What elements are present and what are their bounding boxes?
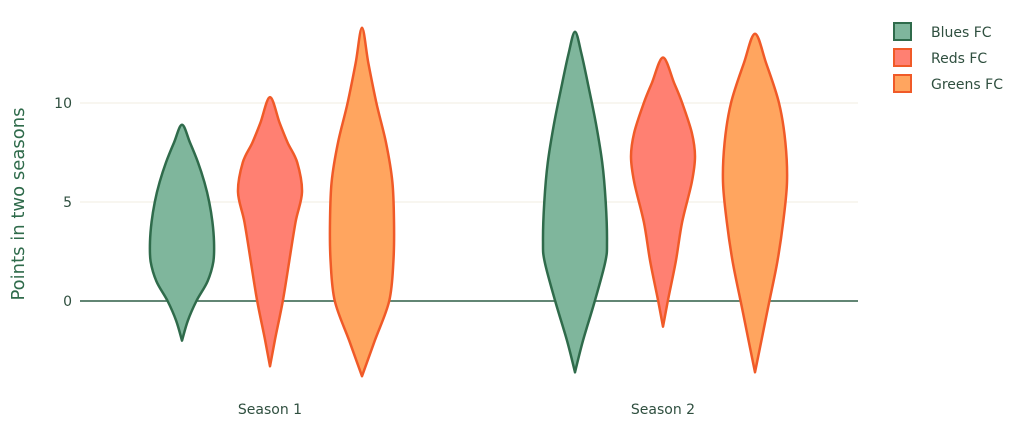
legend-label: Blues FC bbox=[931, 25, 992, 41]
legend[interactable]: Blues FC Reds FC Greens FC bbox=[893, 22, 1003, 93]
violin-reds-fc-season-1 bbox=[236, 95, 304, 368]
violin-blues-fc-season-2 bbox=[541, 30, 609, 374]
legend-swatch bbox=[893, 74, 912, 93]
y-tick-label: 5 bbox=[63, 195, 72, 211]
x-tick-label: Season 2 bbox=[631, 402, 695, 418]
y-axis-ticks: 0 5 10 bbox=[54, 96, 72, 310]
violin-greens-fc-season-1 bbox=[328, 26, 396, 378]
legend-label: Greens FC bbox=[931, 77, 1003, 93]
y-tick-label: 10 bbox=[54, 96, 72, 112]
violin-greens-fc-season-2 bbox=[721, 32, 789, 374]
violin-reds-fc-season-2 bbox=[629, 56, 697, 328]
violin-plot-area bbox=[148, 26, 789, 378]
legend-label: Reds FC bbox=[931, 51, 987, 67]
x-tick-label: Season 1 bbox=[238, 402, 302, 418]
legend-item-reds-fc[interactable]: Reds FC bbox=[893, 48, 987, 67]
y-axis-title: Points in two seasons bbox=[8, 107, 29, 300]
y-tick-label: 0 bbox=[63, 294, 72, 310]
legend-item-blues-fc[interactable]: Blues FC bbox=[893, 22, 992, 41]
legend-swatch bbox=[893, 22, 912, 41]
violin-blues-fc-season-1 bbox=[148, 123, 216, 342]
legend-item-greens-fc[interactable]: Greens FC bbox=[893, 74, 1003, 93]
x-axis-ticks: Season 1 Season 2 bbox=[238, 402, 695, 418]
legend-swatch bbox=[893, 48, 912, 67]
